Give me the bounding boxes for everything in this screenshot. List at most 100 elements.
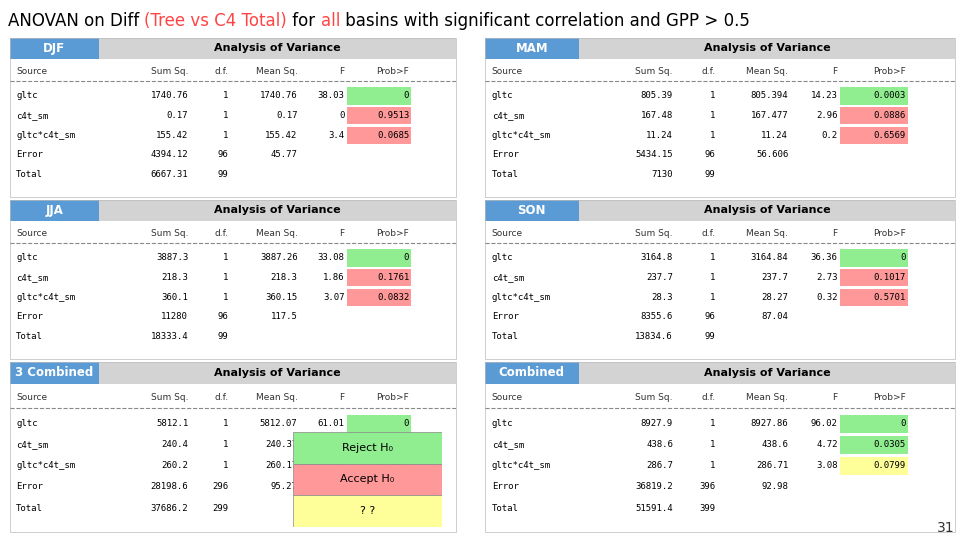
FancyBboxPatch shape xyxy=(485,38,579,58)
FancyBboxPatch shape xyxy=(840,107,908,124)
Text: Sum Sq.: Sum Sq. xyxy=(151,393,188,402)
Text: 0.17: 0.17 xyxy=(167,111,188,120)
Text: 0.0799: 0.0799 xyxy=(874,461,906,470)
Text: Error: Error xyxy=(492,151,518,159)
Text: 1: 1 xyxy=(710,91,715,100)
Text: 0: 0 xyxy=(900,253,906,262)
Text: 1: 1 xyxy=(223,131,228,140)
Text: 0: 0 xyxy=(339,111,345,120)
Text: 28198.6: 28198.6 xyxy=(151,482,188,491)
Text: Sum Sq.: Sum Sq. xyxy=(636,229,673,238)
Text: 1: 1 xyxy=(223,293,228,302)
Text: Prob>F: Prob>F xyxy=(376,67,409,76)
Text: gltc: gltc xyxy=(492,91,514,100)
FancyBboxPatch shape xyxy=(840,457,908,475)
Text: 38.03: 38.03 xyxy=(318,91,345,100)
Text: 7130: 7130 xyxy=(652,170,673,179)
Text: Source: Source xyxy=(16,229,47,238)
Text: 8927.86: 8927.86 xyxy=(751,419,788,428)
Text: 237.7: 237.7 xyxy=(646,273,673,282)
FancyBboxPatch shape xyxy=(579,362,955,384)
Text: Source: Source xyxy=(492,67,523,76)
Text: 218.3: 218.3 xyxy=(271,273,298,282)
Text: gltc*c4t_sm: gltc*c4t_sm xyxy=(16,131,76,140)
Text: Error: Error xyxy=(16,482,43,491)
Text: 96: 96 xyxy=(705,313,715,321)
Text: 3887.3: 3887.3 xyxy=(156,253,188,262)
Text: F: F xyxy=(339,229,345,238)
Text: Accept H₀: Accept H₀ xyxy=(340,474,395,484)
Text: gltc: gltc xyxy=(16,419,37,428)
Text: Prob>F: Prob>F xyxy=(873,393,906,402)
Text: 299: 299 xyxy=(212,503,228,512)
FancyBboxPatch shape xyxy=(840,127,908,144)
Text: 1: 1 xyxy=(223,440,228,449)
Text: 28.3: 28.3 xyxy=(652,293,673,302)
Text: 399: 399 xyxy=(699,503,715,512)
Text: 3887.26: 3887.26 xyxy=(260,253,298,262)
Text: Error: Error xyxy=(16,151,43,159)
Text: c4t_sm: c4t_sm xyxy=(492,440,524,449)
Text: 296: 296 xyxy=(212,482,228,491)
Text: 1: 1 xyxy=(223,253,228,262)
Text: F: F xyxy=(339,67,345,76)
Text: 5812.1: 5812.1 xyxy=(156,419,188,428)
Text: 0.6569: 0.6569 xyxy=(874,131,906,140)
Text: c4t_sm: c4t_sm xyxy=(16,440,49,449)
Text: 0.1761: 0.1761 xyxy=(377,273,409,282)
Text: 99: 99 xyxy=(218,332,228,341)
Text: d.f.: d.f. xyxy=(214,67,228,76)
Text: 260.2: 260.2 xyxy=(161,461,188,470)
Text: Source: Source xyxy=(492,393,523,402)
Text: 1: 1 xyxy=(710,419,715,428)
Text: 2.73: 2.73 xyxy=(816,273,837,282)
Text: 0.2: 0.2 xyxy=(822,131,837,140)
Text: Mean Sq.: Mean Sq. xyxy=(746,67,788,76)
FancyBboxPatch shape xyxy=(347,87,412,105)
FancyBboxPatch shape xyxy=(99,38,456,58)
Text: 96: 96 xyxy=(218,151,228,159)
Text: Error: Error xyxy=(492,313,518,321)
FancyBboxPatch shape xyxy=(10,200,99,220)
Text: 28.27: 28.27 xyxy=(761,293,788,302)
Text: all: all xyxy=(321,12,340,30)
Text: 218.3: 218.3 xyxy=(161,273,188,282)
Text: 1: 1 xyxy=(223,111,228,120)
Text: Total: Total xyxy=(16,503,43,512)
FancyBboxPatch shape xyxy=(293,432,442,463)
FancyBboxPatch shape xyxy=(10,362,99,384)
Text: 11280: 11280 xyxy=(161,313,188,321)
FancyBboxPatch shape xyxy=(99,362,456,384)
Text: Prob>F: Prob>F xyxy=(873,67,906,76)
Text: 36819.2: 36819.2 xyxy=(636,482,673,491)
Text: 0.0832: 0.0832 xyxy=(377,293,409,302)
Text: 0.32: 0.32 xyxy=(816,293,837,302)
Text: 1: 1 xyxy=(710,461,715,470)
Text: 1740.76: 1740.76 xyxy=(260,91,298,100)
FancyBboxPatch shape xyxy=(485,200,579,220)
Text: 1: 1 xyxy=(710,293,715,302)
Text: Mean Sq.: Mean Sq. xyxy=(255,393,298,402)
Text: 0.0886: 0.0886 xyxy=(874,111,906,120)
Text: 45.77: 45.77 xyxy=(271,151,298,159)
Text: 1: 1 xyxy=(710,273,715,282)
Text: c4t_sm: c4t_sm xyxy=(16,111,49,120)
Text: 240.37: 240.37 xyxy=(265,440,298,449)
Text: 1.86: 1.86 xyxy=(323,273,345,282)
FancyBboxPatch shape xyxy=(10,38,99,58)
Text: Prob>F: Prob>F xyxy=(376,229,409,238)
Text: Sum Sq.: Sum Sq. xyxy=(636,393,673,402)
Text: 87.04: 87.04 xyxy=(761,313,788,321)
Text: 3 Combined: 3 Combined xyxy=(15,366,93,380)
Text: gltc: gltc xyxy=(492,419,514,428)
Text: MAM: MAM xyxy=(516,42,548,55)
Text: 167.477: 167.477 xyxy=(751,111,788,120)
Text: 805.39: 805.39 xyxy=(640,91,673,100)
Text: Total: Total xyxy=(492,332,518,341)
Text: 5812.07: 5812.07 xyxy=(260,419,298,428)
Text: Mean Sq.: Mean Sq. xyxy=(746,229,788,238)
Text: c4t_sm: c4t_sm xyxy=(492,273,524,282)
Text: DJF: DJF xyxy=(43,42,65,55)
Text: 155.42: 155.42 xyxy=(156,131,188,140)
Text: Mean Sq.: Mean Sq. xyxy=(255,229,298,238)
